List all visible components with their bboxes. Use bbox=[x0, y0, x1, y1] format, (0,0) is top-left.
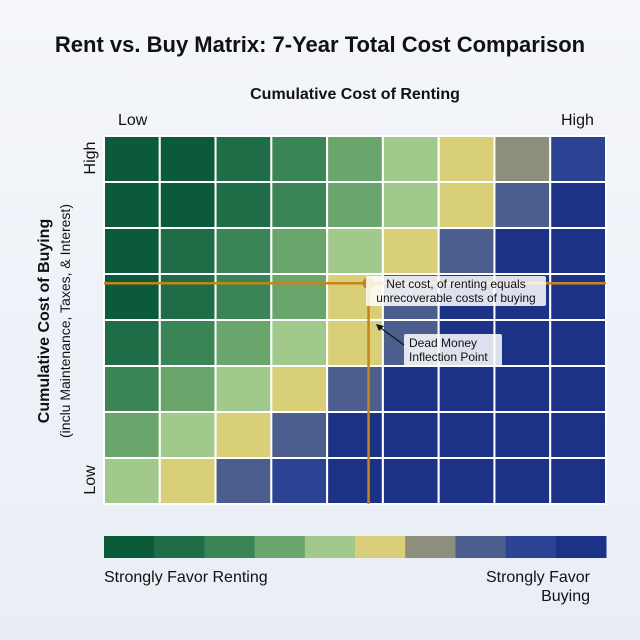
legend-left-label: Strongly Favor Renting bbox=[104, 569, 268, 586]
y-tick-high: High bbox=[82, 142, 99, 175]
heatmap-cell bbox=[158, 227, 217, 275]
annotation-arrow-head bbox=[376, 324, 384, 331]
heatmap-cell bbox=[437, 457, 496, 505]
legend-swatch bbox=[505, 536, 557, 558]
annotation-2-line-2: Inflection Point bbox=[409, 350, 488, 364]
annotation-1-line-2: unrecoverable costs of buying bbox=[376, 291, 535, 305]
heatmap-cell bbox=[158, 181, 217, 229]
heatmap-cell bbox=[549, 319, 608, 367]
heatmap-cell bbox=[437, 181, 496, 229]
legend-swatch bbox=[455, 536, 507, 558]
heatmap-cell bbox=[437, 227, 496, 275]
chart-title: Rent vs. Buy Matrix: 7-Year Total Cost C… bbox=[54, 32, 586, 57]
heatmap-cell bbox=[103, 273, 161, 321]
x-tick-high: High bbox=[561, 112, 594, 129]
heatmap-cell bbox=[158, 411, 217, 459]
heatmap-cell bbox=[493, 365, 552, 413]
annotations: Net cost, of renting equals unrecoverabl… bbox=[366, 276, 546, 366]
heatmap-cell bbox=[493, 227, 552, 275]
heatmap-cell bbox=[214, 227, 273, 275]
heatmap-cell bbox=[381, 135, 440, 183]
legend-swatch bbox=[405, 536, 456, 558]
heatmap-cell bbox=[270, 273, 329, 321]
heatmap-cell bbox=[493, 135, 552, 183]
legend-swatch bbox=[555, 536, 607, 558]
y-tick-low: Low bbox=[82, 465, 99, 495]
heatmap-cell bbox=[270, 365, 329, 413]
heatmap-cell bbox=[270, 135, 329, 183]
x-axis-label: Cumulative Cost of Renting bbox=[250, 86, 460, 103]
y-axis-label: Cumulative Cost of Buying bbox=[36, 219, 53, 423]
heatmap-cell bbox=[214, 457, 273, 505]
heatmap-cell bbox=[381, 365, 440, 413]
annotation-box-2 bbox=[404, 334, 502, 366]
heatmap-cell bbox=[326, 457, 384, 505]
heatmap-cell bbox=[214, 181, 273, 229]
heatmap-cell bbox=[158, 365, 217, 413]
heatmap-cell bbox=[326, 365, 384, 413]
heatmap-cell bbox=[326, 319, 384, 367]
heatmap-cell bbox=[493, 411, 552, 459]
annotation-2-line-1: Dead Money bbox=[409, 336, 477, 350]
heatmap-cell bbox=[158, 319, 217, 367]
heatmap-cell bbox=[549, 227, 608, 275]
heatmap-cell bbox=[437, 411, 496, 459]
annotation-arrow bbox=[377, 325, 405, 346]
y-axis-sublabel: (inclu Maintenance, Taxes, & Interest) bbox=[57, 204, 73, 438]
heatmap-cell bbox=[158, 457, 217, 505]
heatmap-cell bbox=[437, 365, 496, 413]
legend-swatch bbox=[254, 536, 306, 558]
legend-bar bbox=[104, 536, 607, 558]
heatmap-cell bbox=[103, 319, 161, 367]
heatmap-cell bbox=[270, 411, 329, 459]
heatmap-cell bbox=[214, 411, 273, 459]
heatmap-cell bbox=[549, 457, 608, 505]
heatmap-cell bbox=[493, 457, 552, 505]
heatmap-cell bbox=[103, 227, 161, 275]
x-tick-low: Low bbox=[118, 112, 148, 129]
annotation-1-line-1: Net cost, of renting equals bbox=[386, 277, 525, 291]
heatmap-cell bbox=[270, 457, 329, 505]
heatmap-cell bbox=[549, 365, 608, 413]
heatmap-cell bbox=[381, 227, 440, 275]
heatmap-cell bbox=[381, 181, 440, 229]
annotation-box-1 bbox=[366, 276, 546, 306]
heatmap-cell bbox=[381, 411, 440, 459]
heatmap-cell bbox=[493, 319, 552, 367]
heatmap-cell bbox=[158, 273, 217, 321]
heatmap-cell bbox=[381, 457, 440, 505]
heatmap-cell bbox=[103, 135, 161, 183]
heatmap-cell bbox=[158, 135, 217, 183]
legend-swatch bbox=[204, 536, 256, 558]
heatmap-cell bbox=[270, 227, 329, 275]
heatmap-cell bbox=[214, 319, 273, 367]
heatmap-cell bbox=[103, 457, 161, 505]
legend-swatch bbox=[154, 536, 205, 558]
heatmap-cell bbox=[214, 365, 273, 413]
heatmap-cell bbox=[326, 227, 384, 275]
heatmap-cell bbox=[437, 135, 496, 183]
heatmap-cell bbox=[549, 181, 608, 229]
heatmap-cell bbox=[549, 135, 608, 183]
heatmap-cell bbox=[326, 411, 384, 459]
heatmap-cell bbox=[103, 181, 161, 229]
heatmap-cell bbox=[270, 319, 329, 367]
heatmap-cell bbox=[103, 365, 161, 413]
heatmap-cells bbox=[103, 135, 608, 505]
legend-swatch bbox=[304, 536, 356, 558]
heatmap-cell bbox=[549, 273, 608, 321]
heatmap-cell bbox=[326, 181, 384, 229]
heatmap-cell bbox=[549, 411, 608, 459]
legend-right-label: Strongly Favor Buying bbox=[485, 569, 590, 605]
heatmap-cell bbox=[270, 181, 329, 229]
legend-swatch bbox=[355, 536, 406, 558]
legend-swatch bbox=[104, 536, 155, 558]
heatmap-cell bbox=[214, 273, 273, 321]
heatmap-cell bbox=[493, 181, 552, 229]
heatmap-cell bbox=[214, 135, 273, 183]
heatmap-cell bbox=[103, 411, 161, 459]
heatmap-cell bbox=[326, 135, 384, 183]
